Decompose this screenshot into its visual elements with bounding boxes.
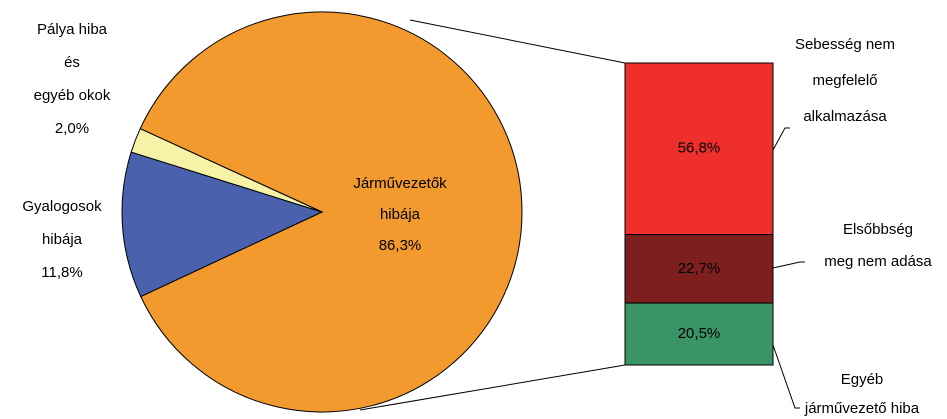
bar-segment bbox=[624, 234, 774, 304]
bar-category-label: Egyéb járművezető hiba bbox=[804, 371, 920, 417]
bar-value-label: 20,5% bbox=[678, 325, 721, 342]
pie-label: Járművezetők hibája bbox=[353, 175, 447, 223]
bar-segment bbox=[624, 62, 774, 236]
pie-slice bbox=[139, 11, 523, 413]
bar-value-label: 22,7% bbox=[678, 260, 721, 277]
pie-value-label: 2,0% bbox=[55, 120, 89, 137]
bar-segment bbox=[624, 302, 774, 366]
leader-line bbox=[772, 261, 805, 269]
bar-value-label: 56,8% bbox=[678, 140, 721, 157]
connector-line bbox=[409, 19, 626, 64]
pie-value-label: 86,3% bbox=[379, 237, 422, 254]
pie-slice bbox=[130, 127, 323, 213]
bar-category-label: Sebesség nem megfelelő alkalmazása bbox=[795, 36, 895, 125]
bar-category-label: Elsőbbség meg nem adása bbox=[824, 221, 932, 270]
pie-value-label: 11,8% bbox=[41, 264, 82, 281]
pie-slice bbox=[121, 151, 324, 298]
pie-label: Gyalogosok hibája bbox=[22, 198, 102, 248]
connector-line bbox=[359, 364, 626, 411]
leader-line bbox=[772, 127, 790, 151]
pie-label: Pálya hiba és egyéb okok bbox=[34, 21, 111, 104]
leader-line bbox=[772, 344, 800, 409]
